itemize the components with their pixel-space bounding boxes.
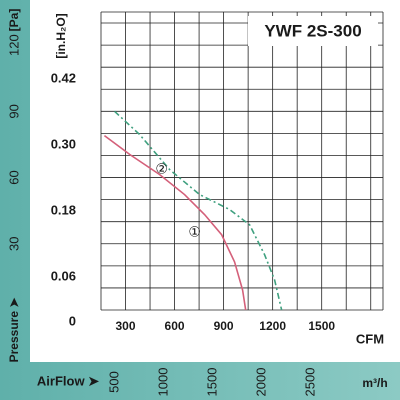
- series-label: ①: [188, 223, 201, 239]
- x2-title: AirFlow ➤: [37, 373, 99, 388]
- x2-label: m³/h: [362, 376, 387, 390]
- y2-label: [in.H₂O]: [54, 13, 68, 58]
- y2-tick-label: 0: [69, 313, 76, 328]
- plot-background: [30, 0, 400, 362]
- y2-tick-label: 0.18: [51, 202, 76, 217]
- x2-tick-label: 1500: [204, 368, 219, 397]
- y-label: [Pa]: [7, 9, 21, 32]
- x-tick-label: 1500: [308, 319, 335, 333]
- x-tick-label: 1200: [259, 319, 286, 333]
- series-line: [114, 110, 283, 311]
- y-title: Pressure ➤: [7, 297, 21, 363]
- y-tick-label: 60: [6, 170, 21, 184]
- x2-tick-label: 500: [106, 371, 121, 393]
- x-tick-label: 300: [116, 319, 136, 333]
- y2-tick-label: 0.30: [51, 136, 76, 151]
- y2-tick-label: 0.06: [51, 268, 76, 283]
- series-line: [103, 134, 247, 311]
- y-tick-label: 120: [6, 34, 21, 56]
- y2-tick-label: 0.42: [51, 71, 76, 86]
- y-tick-label: 30: [6, 237, 21, 251]
- x2-tick-label: 2500: [302, 368, 317, 397]
- x2-tick-label: 1000: [155, 368, 170, 397]
- x-tick-label: 600: [165, 319, 185, 333]
- title-box: [248, 16, 378, 46]
- x-label: CFM: [356, 331, 384, 346]
- chart-title: YWF 2S-300: [264, 21, 361, 40]
- series-label: ②: [155, 160, 168, 176]
- y-tick-label: 90: [6, 104, 21, 118]
- x-tick-label: 900: [214, 319, 234, 333]
- x2-tick-label: 2000: [253, 368, 268, 397]
